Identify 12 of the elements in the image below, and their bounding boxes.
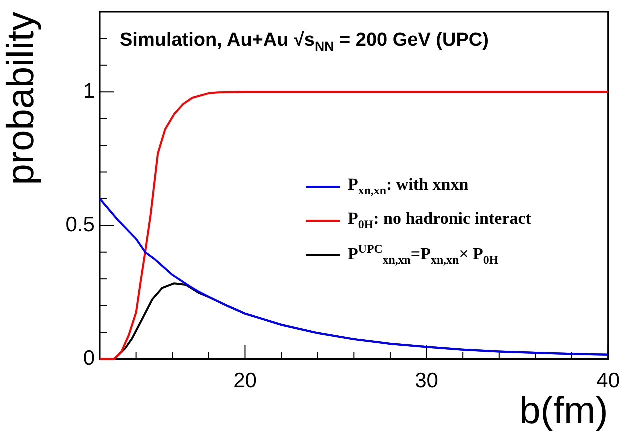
y-axis-title: probability: [0, 12, 42, 186]
x-tick-label: 30: [415, 370, 438, 393]
y-tick-label: 1: [83, 80, 95, 103]
legend-label: P$_{0H}$: no hadronic interact: [348, 209, 532, 233]
y-tick-label: 0.5: [66, 213, 95, 236]
x-axis-title: b(fm): [520, 390, 608, 433]
y-tick-label: 0: [83, 346, 95, 370]
legend-label: P$^{UPC}$$_{xn,xn}$=P$_{xn,xn}$× P$_{0H}$: [348, 242, 499, 268]
legend-label: P$_{xn,xn}$: with xnxn: [348, 175, 469, 199]
text: Simulation, Au+Au √s$_{NN}$ = 200 GeV (UPC): [120, 30, 489, 54]
x-tick-label: 20: [234, 370, 257, 393]
x-tick-label: 40: [596, 370, 620, 393]
